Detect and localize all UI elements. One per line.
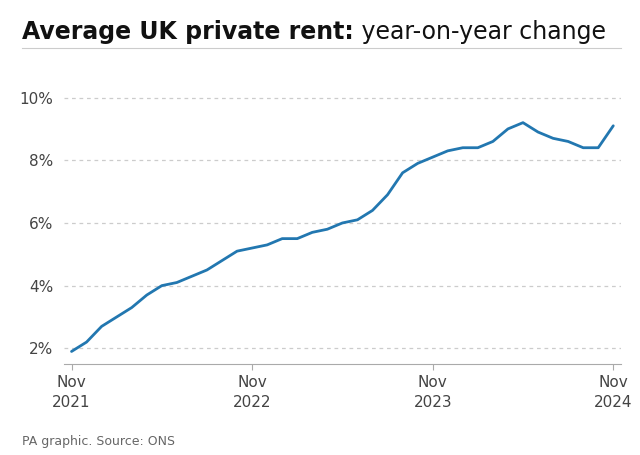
Text: Average UK private rent:: Average UK private rent:: [22, 20, 354, 45]
Text: year-on-year change: year-on-year change: [354, 20, 606, 45]
Text: PA graphic. Source: ONS: PA graphic. Source: ONS: [22, 435, 175, 448]
